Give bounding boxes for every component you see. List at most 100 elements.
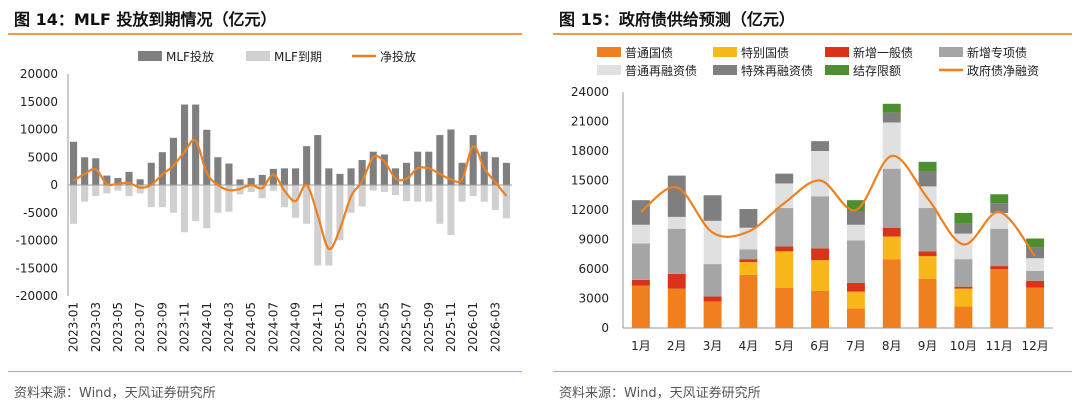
bar [214, 185, 222, 213]
bar [225, 185, 233, 212]
bar [247, 178, 255, 185]
bar-segment [667, 288, 686, 328]
bar [380, 154, 388, 185]
bar [458, 162, 466, 185]
bar-segment [667, 216, 686, 229]
x-tick-label: 2025-05 [377, 302, 391, 352]
bar-segment [811, 196, 830, 249]
bar [369, 151, 377, 185]
bar-segment [954, 233, 973, 260]
bar-segment [775, 251, 794, 288]
bar-segment [990, 266, 1009, 269]
bar [369, 185, 377, 191]
x-tick-label: 2026-01 [466, 302, 480, 352]
bar [247, 185, 255, 192]
y-tick-label: -20000 [15, 289, 58, 303]
y-tick-label: 0 [50, 178, 58, 192]
bar-segment [990, 212, 1009, 229]
bar-segment [811, 141, 830, 151]
y-tick-label: -15000 [15, 261, 58, 275]
x-tick-label: 4月 [739, 339, 759, 353]
x-tick-label: 2023-01 [67, 302, 81, 352]
y-tick-label: 15000 [20, 95, 58, 109]
x-tick-label: 2023-09 [155, 302, 169, 352]
bar-segment [1026, 280, 1045, 288]
bar [303, 146, 311, 185]
bar-segment [631, 200, 650, 225]
bar [136, 179, 144, 185]
y-tick-label: 15000 [571, 174, 609, 188]
bar [192, 104, 200, 185]
bar-segment [703, 301, 722, 328]
bar-segment [667, 273, 686, 289]
bar-segment [990, 228, 1009, 267]
bar [269, 168, 277, 185]
bar-segment [631, 243, 650, 280]
x-tick-label: 6月 [810, 339, 830, 353]
title-divider [553, 33, 1072, 35]
bar-segment [739, 209, 758, 228]
bar [214, 157, 222, 185]
x-tick-label: 12月 [1021, 339, 1048, 353]
bar-segment [918, 278, 937, 328]
x-tick-label: 1月 [631, 339, 651, 353]
bar [469, 185, 477, 197]
bar [147, 162, 155, 185]
bar [114, 178, 122, 185]
bar-segment [703, 264, 722, 297]
x-tick-label: 8月 [882, 339, 902, 353]
bar-segment [954, 306, 973, 328]
bar-segment [775, 287, 794, 328]
y-tick-label: 12000 [571, 203, 609, 217]
y-tick-label: 3000 [578, 292, 609, 306]
legend-label: 特殊再融资债 [741, 63, 813, 78]
x-tick-label: 2025-01 [333, 302, 347, 352]
bar [358, 185, 366, 207]
bar [169, 185, 178, 213]
bar [103, 175, 111, 185]
bar-segment [882, 259, 901, 328]
bar-segment [954, 212, 973, 224]
bar-segment [918, 251, 937, 257]
x-tick-label: 3月 [703, 339, 723, 353]
x-tick-label: 9月 [918, 339, 938, 353]
bar [502, 162, 511, 185]
title-divider [8, 33, 522, 35]
legend-label: 结存限额 [853, 64, 901, 78]
legend-swatch [713, 47, 737, 57]
legend-label: MLF到期 [274, 50, 322, 64]
x-tick-label: 2024-03 [222, 302, 236, 352]
legend-label: MLF投放 [166, 49, 214, 64]
bar-segment [703, 220, 722, 265]
legend-label: 特别国债 [741, 45, 789, 60]
bar [147, 185, 155, 208]
y-tick-label: 10000 [20, 123, 58, 137]
bar [236, 179, 244, 185]
bar-segment [882, 227, 901, 237]
y-tick-label: 21000 [571, 115, 609, 129]
y-tick-label: 20000 [20, 67, 58, 81]
x-tick-label: 2024-07 [266, 302, 280, 352]
y-tick-label: 5000 [27, 150, 58, 164]
bar [180, 185, 189, 233]
bar [269, 185, 277, 191]
bar-segment [811, 151, 830, 197]
bar [291, 168, 300, 185]
bar [125, 171, 133, 185]
bar-segment [631, 224, 650, 244]
bar-segment [739, 249, 758, 260]
bar-segment [846, 308, 865, 328]
x-tick-label: 5月 [774, 339, 794, 353]
bar [414, 185, 422, 202]
legend-swatch [825, 65, 849, 75]
legend-swatch [597, 65, 621, 75]
x-tick-label: 2023-03 [89, 302, 103, 352]
bar-segment [990, 269, 1009, 328]
bar [103, 185, 111, 194]
net-financing-line [640, 154, 1036, 257]
bar-segment [775, 183, 794, 209]
bar-segment [739, 274, 758, 328]
bar [447, 185, 455, 235]
bar [92, 185, 100, 197]
